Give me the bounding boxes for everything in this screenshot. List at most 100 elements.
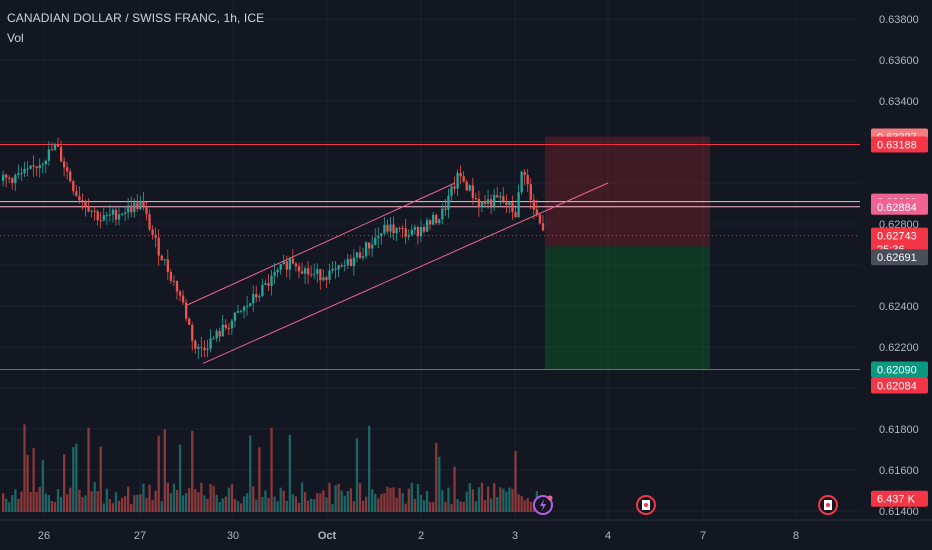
candle-body xyxy=(270,275,273,286)
volume-bar xyxy=(59,496,63,512)
volume-bar xyxy=(102,503,105,512)
volume-bar xyxy=(441,490,444,512)
candle-body xyxy=(340,265,343,267)
candle-body xyxy=(56,144,60,147)
candle-body xyxy=(358,252,362,258)
volume-bar xyxy=(157,435,160,512)
candle-body xyxy=(47,149,51,161)
candle-body xyxy=(44,160,47,165)
candle-body xyxy=(364,242,368,257)
volume-bar xyxy=(493,483,496,512)
volume-bar xyxy=(270,427,273,512)
candle-body xyxy=(2,174,5,181)
candle-body xyxy=(310,274,313,276)
candle-body xyxy=(337,265,340,270)
candle-body xyxy=(331,268,334,271)
volume-bar xyxy=(273,496,276,512)
volume-bar xyxy=(139,494,142,512)
volume-bar xyxy=(84,495,87,512)
candle-body xyxy=(316,269,319,274)
volume-bar xyxy=(471,489,474,512)
volume-bar xyxy=(114,492,118,512)
candle-body xyxy=(84,201,87,207)
candle-body xyxy=(404,228,407,237)
volume-bar xyxy=(50,501,54,512)
volume-bar xyxy=(425,491,429,512)
candle-body xyxy=(291,258,295,264)
candle-body xyxy=(169,272,173,281)
candle-body xyxy=(188,318,191,325)
candle-body xyxy=(297,266,301,272)
candle-body xyxy=(81,200,84,202)
candle-body xyxy=(203,347,206,351)
volume-bar xyxy=(215,494,218,512)
candle-body xyxy=(508,202,511,205)
channel-lower-line xyxy=(202,182,609,364)
volume-bar xyxy=(334,485,337,512)
volume-bar xyxy=(87,427,90,512)
candle-body xyxy=(432,214,435,225)
volume-indicator-label[interactable]: Vol xyxy=(7,31,24,45)
volume-bar xyxy=(438,456,441,512)
volume-bar xyxy=(38,486,41,512)
candle-body xyxy=(368,242,371,249)
candle-body xyxy=(383,224,386,234)
candle-body xyxy=(361,256,365,258)
volume-bar xyxy=(264,490,267,512)
candle-body xyxy=(410,229,413,235)
candle-body xyxy=(490,199,493,207)
volume-bar xyxy=(429,501,432,512)
time-axis: 26 27 30 Oct 2 3 4 7 8 xyxy=(0,519,932,542)
event-icons xyxy=(533,495,838,515)
candle-body xyxy=(50,149,54,151)
volume-bar xyxy=(310,498,313,512)
candle-body xyxy=(78,196,81,201)
candle-body xyxy=(474,198,478,200)
volume-bar xyxy=(337,483,340,512)
price-tag-bg xyxy=(871,198,928,215)
candle-body xyxy=(114,209,118,220)
horizontal-lines xyxy=(0,143,860,371)
candle-body xyxy=(212,338,215,340)
candle-body xyxy=(29,165,32,169)
volume-bar xyxy=(142,483,145,512)
candle-body xyxy=(32,165,35,167)
candle-body xyxy=(300,271,304,274)
price-tag: 0.63188 xyxy=(871,136,928,153)
volume-bar xyxy=(490,498,493,512)
candle-body xyxy=(38,165,41,169)
volume-bar xyxy=(307,500,310,512)
volume-bar xyxy=(127,486,130,512)
volume-bar xyxy=(8,502,11,512)
candle-body xyxy=(346,258,349,266)
candle-body xyxy=(20,173,23,175)
volume-bar xyxy=(239,503,243,512)
volume-bar xyxy=(32,447,35,512)
volume-bar xyxy=(523,500,526,512)
time-axis-label: 4 xyxy=(605,530,611,542)
candle-body xyxy=(465,181,468,191)
candle-body xyxy=(258,296,261,298)
price-axis-label: 0.63600 xyxy=(879,55,919,67)
price-tag: 0.62743 xyxy=(871,227,928,244)
candle-body xyxy=(124,212,127,214)
candle-body xyxy=(41,164,44,166)
volume-bar xyxy=(75,443,78,512)
candle-body xyxy=(224,324,227,328)
candle-body xyxy=(422,227,426,232)
candle-body xyxy=(242,306,246,311)
time-axis-label: 2 xyxy=(418,530,424,542)
candle-body xyxy=(407,234,410,237)
volume-bar xyxy=(288,434,291,512)
volume-bar xyxy=(456,499,459,512)
volume-bar xyxy=(395,497,398,512)
price-tags: 0.632270.631880.629090.628840.6274325:36… xyxy=(871,128,928,507)
volume-bar xyxy=(136,494,139,512)
candle-body xyxy=(8,177,11,179)
candle-body xyxy=(130,205,133,213)
candle-body xyxy=(450,186,453,196)
volume-bar xyxy=(230,484,234,512)
candle-body xyxy=(456,172,459,189)
candle-body xyxy=(529,184,532,200)
